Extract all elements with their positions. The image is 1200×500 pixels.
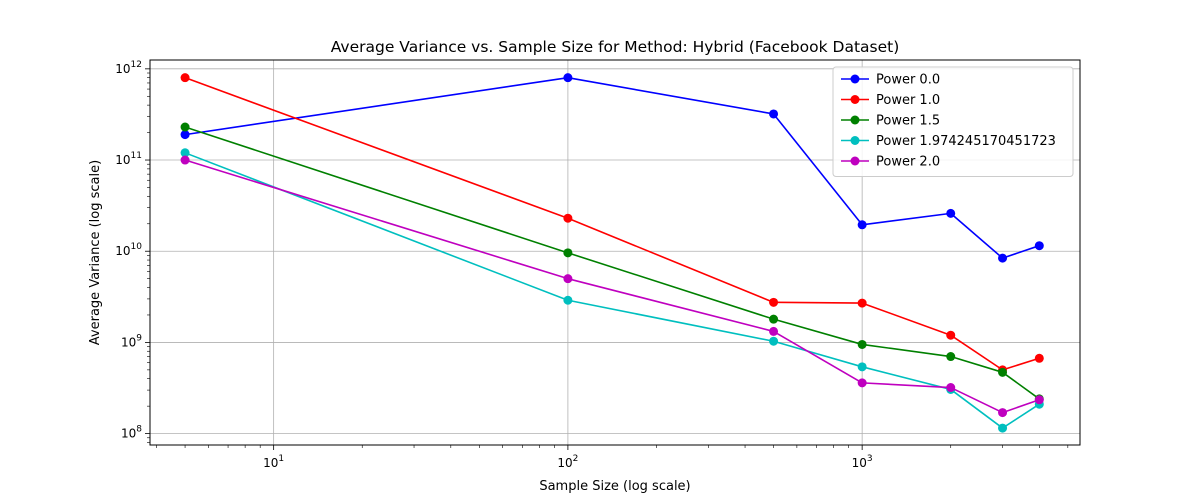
data-point	[998, 423, 1008, 433]
series-0	[180, 73, 1044, 263]
x-tick-label-exponent: 2	[573, 454, 579, 464]
data-point	[946, 352, 956, 362]
y-tick-label-exponent: 11	[131, 151, 142, 161]
y-tick-label-exponent: 10	[131, 242, 143, 252]
x-tick-labels: 101 102 103	[263, 454, 873, 470]
data-point	[857, 220, 867, 230]
data-point	[769, 297, 779, 307]
x-tick-label-base: 10	[852, 456, 867, 470]
data-point	[998, 253, 1008, 263]
legend-marker	[850, 74, 860, 84]
plot-frame	[149, 59, 1081, 446]
y-tick-label-exponent: 12	[131, 60, 142, 70]
legend-label: Power 1.0	[876, 93, 940, 108]
y-tick-label-base: 10	[115, 153, 130, 167]
data-point	[563, 248, 573, 258]
legend-label: Power 2.0	[876, 155, 940, 170]
x-tick-label-exponent: 3	[867, 454, 873, 464]
data-point	[998, 367, 1008, 377]
legend-item: Power 2.0	[841, 155, 940, 170]
y-tick-label-exponent: 9	[136, 333, 142, 343]
data-point	[180, 122, 190, 132]
legend-box	[832, 66, 1074, 177]
x-tick-label: 101	[263, 454, 284, 470]
y-tick-label: 1012	[115, 60, 142, 76]
data-point	[1034, 395, 1044, 405]
legend-item: Power 1.0	[841, 93, 940, 108]
legend-item: Power 1.5	[841, 114, 940, 129]
data-point	[769, 109, 779, 119]
legend-marker	[850, 115, 860, 125]
data-point	[857, 339, 867, 349]
y-tick-label-exponent: 8	[136, 425, 142, 435]
legend-item: Power 0.0	[841, 73, 940, 88]
series-3	[180, 148, 1044, 433]
x-tick-label-base: 10	[263, 456, 278, 470]
legend-label: Power 1.5	[876, 114, 940, 129]
y-tick-label: 108	[121, 425, 142, 441]
data-point	[563, 295, 573, 305]
data-point	[946, 383, 956, 393]
chart-title: Average Variance vs. Sample Size for Met…	[331, 38, 900, 56]
y-axis-label: Average Variance (log scale)	[88, 160, 103, 345]
y-tick-label-base: 10	[121, 427, 136, 441]
data-point	[946, 208, 956, 218]
legend-marker	[850, 156, 860, 166]
data-point	[857, 298, 867, 308]
legend-marker	[850, 95, 860, 104]
data-point	[180, 155, 190, 165]
data-point	[180, 130, 190, 140]
data-point	[563, 274, 573, 284]
legend-item: Power 1.974245170451723	[841, 134, 1056, 149]
data-point	[769, 336, 779, 346]
x-tick-label-exponent: 1	[278, 454, 284, 464]
series-lines	[180, 73, 1044, 433]
series-2	[180, 122, 1044, 404]
y-tick-label-base: 10	[115, 62, 130, 76]
x-tick-label-base: 10	[557, 456, 572, 470]
data-point	[946, 330, 956, 340]
data-point	[1034, 353, 1044, 363]
data-point	[563, 213, 573, 223]
data-point	[180, 73, 190, 83]
data-point	[180, 148, 190, 158]
data-point	[1034, 241, 1044, 251]
data-point	[857, 362, 867, 372]
data-point	[857, 378, 867, 388]
legend-label: Power 0.0	[876, 73, 940, 88]
legend-marker	[850, 136, 860, 145]
major-ticks	[145, 68, 863, 450]
y-tick-label: 1011	[115, 151, 142, 167]
data-point	[769, 326, 779, 336]
x-tick-label: 102	[557, 454, 578, 470]
y-tick-label: 109	[121, 333, 142, 349]
x-axis-label: Sample Size (log scale)	[539, 479, 690, 494]
data-point	[998, 408, 1008, 418]
legend-label: Power 1.974245170451723	[876, 134, 1056, 149]
series-4	[180, 155, 1044, 418]
y-tick-label-base: 10	[115, 244, 130, 258]
data-point	[769, 314, 779, 324]
x-tick-label: 103	[852, 454, 873, 470]
data-point	[563, 73, 573, 83]
legend: Power 0.0 Power 1.0 Power 1.5 Power 1.97424…	[832, 66, 1074, 177]
y-tick-label: 1010	[115, 242, 142, 258]
y-tick-label-base: 10	[121, 335, 136, 349]
